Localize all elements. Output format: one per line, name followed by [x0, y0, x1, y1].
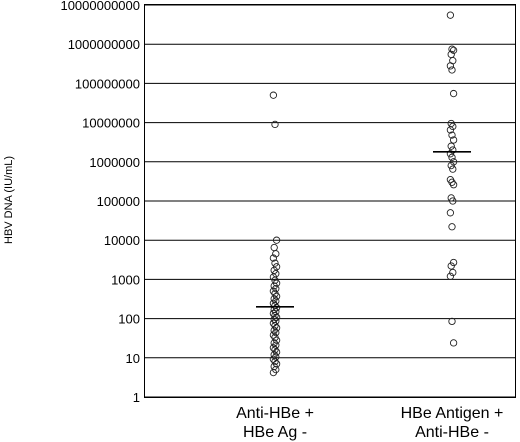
data-point: [272, 328, 280, 337]
y-tick-label: 100000000: [75, 76, 140, 91]
data-point: [447, 262, 455, 270]
data-point: [269, 254, 278, 262]
data-point: [272, 304, 281, 312]
y-tick-label: 10000: [104, 233, 140, 248]
data-point: [448, 317, 456, 326]
data-point: [449, 136, 458, 144]
data-point: [272, 341, 280, 349]
data-point: [271, 259, 279, 267]
data-point: [269, 368, 278, 377]
data-point: [270, 339, 278, 347]
data-point: [269, 331, 278, 339]
data-point: [270, 243, 278, 252]
category-labels: Anti-HBe + HBe Ag - HBe Antigen + Anti-H…: [236, 405, 503, 441]
data-point: [449, 146, 457, 154]
category-2-line2: Anti-HBe -: [415, 424, 489, 441]
data-point: [448, 45, 456, 53]
data-point: [272, 360, 281, 368]
y-tick-label: 1: [133, 390, 140, 405]
data-point: [270, 326, 278, 335]
y-tick-label: 1000: [111, 272, 140, 287]
data-point: [271, 120, 279, 129]
data-point: [272, 292, 281, 300]
data-point: [446, 62, 455, 70]
y-axis-label: HBV DNA (IU/mL): [3, 156, 15, 244]
data-point: [271, 311, 279, 320]
category-2-line1: HBe Antigen +: [401, 405, 504, 422]
data-point: [446, 272, 455, 280]
data-point: [446, 11, 455, 19]
data-point: [447, 142, 455, 150]
data-point: [448, 131, 456, 139]
data-point: [449, 165, 457, 173]
median-lines: [256, 150, 471, 308]
data-point: [272, 348, 281, 356]
data-point: [446, 126, 455, 134]
data-point: [447, 161, 455, 170]
data-point: [449, 268, 457, 277]
data-point: [272, 236, 281, 244]
data-point: [272, 250, 280, 258]
data-point: [449, 46, 458, 54]
data-point: [271, 357, 279, 366]
data-point: [449, 89, 458, 98]
data-point: [449, 181, 458, 189]
y-tick-label: 10000000: [82, 116, 140, 131]
data-point: [270, 351, 278, 359]
data-point: [270, 295, 278, 303]
y-tick-label: 10000000000: [60, 0, 140, 13]
grid-lines: [145, 4, 515, 398]
data-point: [269, 91, 278, 99]
data-point: [272, 308, 280, 316]
data-point: [272, 285, 280, 293]
data-point: [271, 322, 279, 330]
y-tick-labels: 1 10 100 1000 10000 100000 1000000 10000000 1000…: [60, 0, 140, 405]
y-tick-label: 1000000000: [68, 37, 140, 52]
data-point: [448, 223, 456, 231]
data-point: [272, 313, 281, 321]
y-tick-label: 10: [126, 351, 140, 366]
data-point: [449, 197, 457, 205]
y-tick-label: 100000: [97, 194, 140, 209]
data-point: [448, 66, 456, 74]
data-point: [449, 339, 458, 347]
data-point: [446, 150, 455, 158]
data-point: [271, 346, 279, 354]
category-1-line1: Anti-HBe +: [236, 405, 314, 422]
data-point: [272, 353, 280, 361]
data-point: [446, 209, 455, 217]
data-point: [448, 153, 456, 161]
data-points: [269, 11, 458, 377]
data-point: [272, 324, 281, 332]
y-tick-label: 100: [118, 312, 140, 327]
data-point: [272, 263, 281, 271]
data-point: [449, 158, 458, 166]
category-1-line2: HBe Ag -: [243, 424, 307, 441]
plot-frame: [144, 4, 516, 398]
y-tick-label: 1000000: [89, 155, 140, 170]
data-point: [272, 336, 281, 344]
